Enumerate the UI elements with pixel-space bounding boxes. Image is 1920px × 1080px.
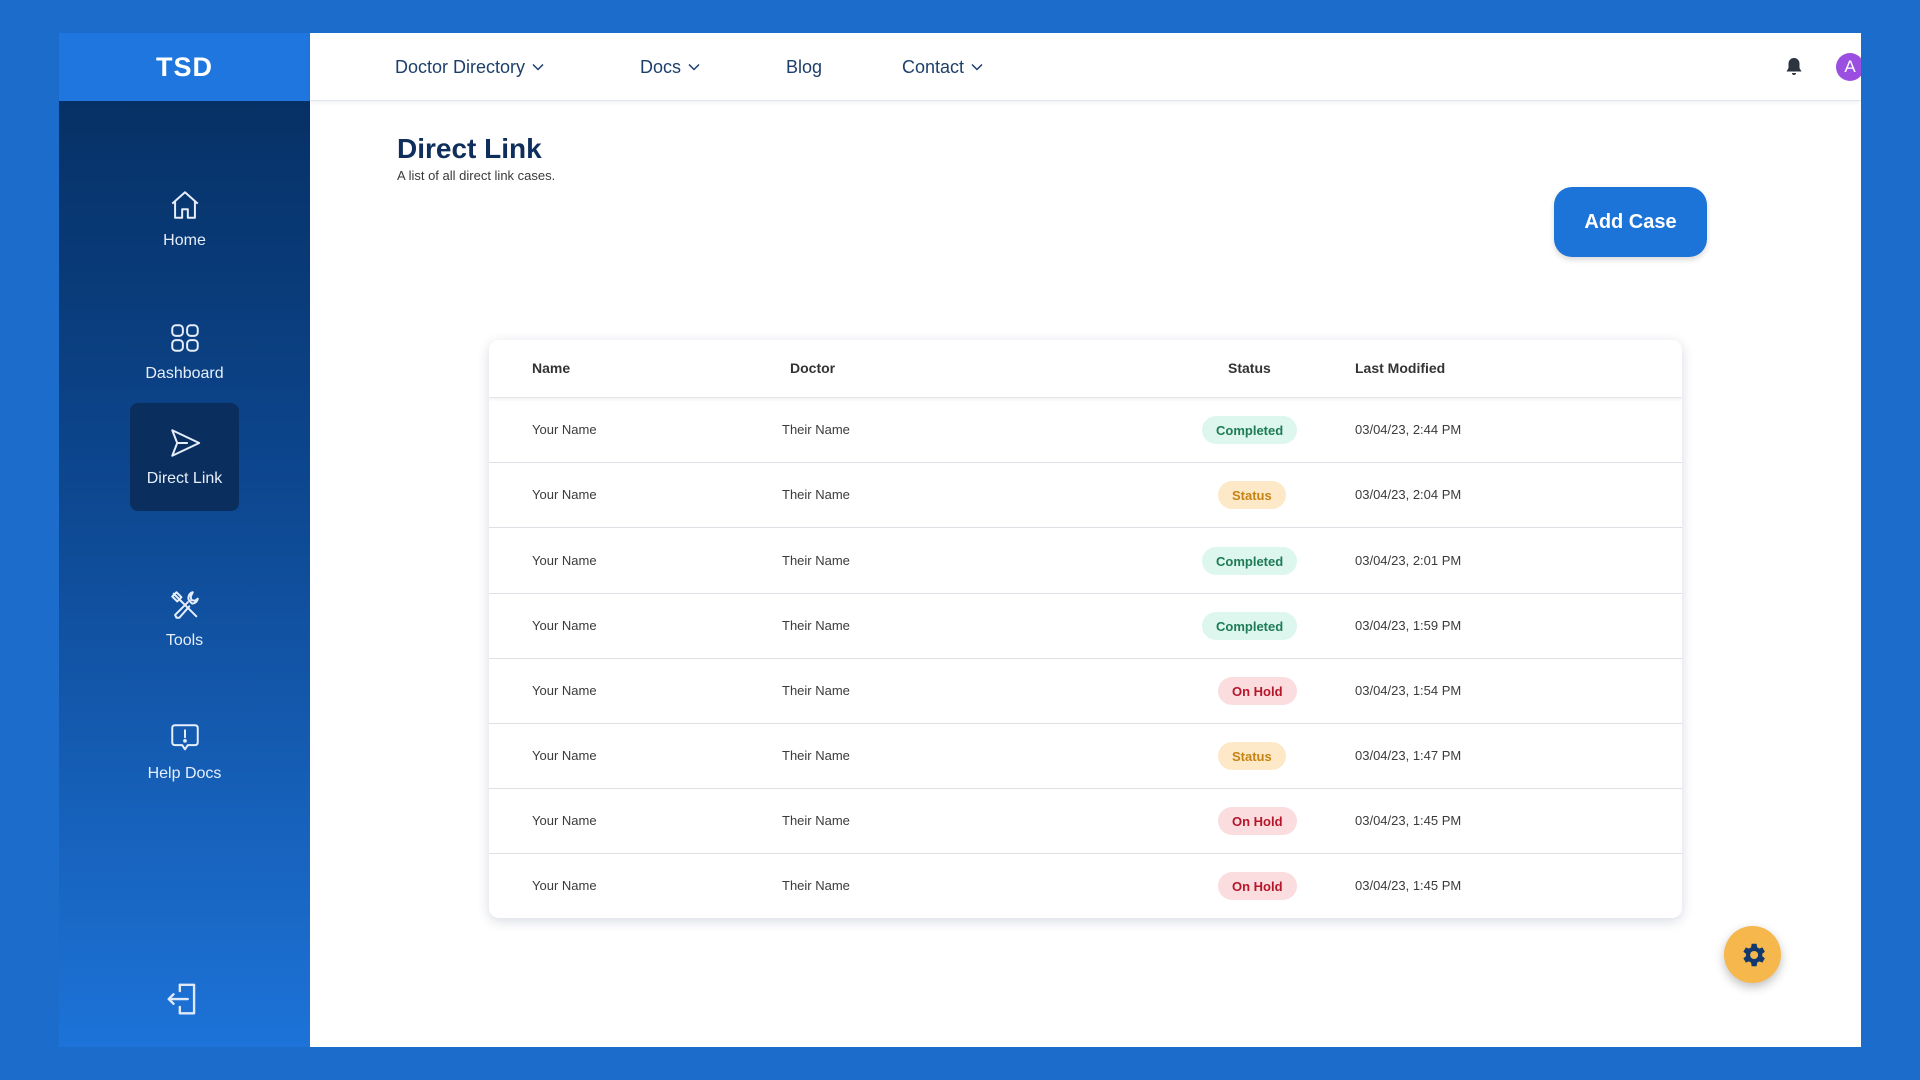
sidebar: TSD Home Dashboard Direct Link bbox=[59, 33, 310, 1047]
grid-icon bbox=[170, 324, 199, 352]
cell-doctor: Their Name bbox=[782, 813, 850, 828]
sidebar-item-direct-link[interactable]: Direct Link bbox=[130, 403, 239, 511]
cell-last-modified: 03/04/23, 1:45 PM bbox=[1355, 878, 1462, 893]
cell-last-modified: 03/04/23, 2:04 PM bbox=[1355, 487, 1462, 502]
avatar[interactable]: A bbox=[1836, 53, 1861, 81]
nav-doctor-directory[interactable]: Doctor Directory bbox=[395, 33, 544, 101]
sidebar-item-label: Dashboard bbox=[145, 365, 224, 382]
nav-contact[interactable]: Contact bbox=[902, 33, 983, 101]
cell-doctor: Their Name bbox=[782, 748, 850, 763]
table-row[interactable]: Your Name Their Name Completed 03/04/23, 2:… bbox=[489, 398, 1682, 463]
cell-name: Your Name bbox=[532, 422, 597, 437]
cell-doctor: Their Name bbox=[782, 553, 850, 568]
status-badge: Completed bbox=[1202, 416, 1298, 444]
top-navbar: Doctor Directory Docs Blog Contact A bbox=[310, 33, 1861, 101]
cell-name: Your Name bbox=[532, 618, 597, 633]
status-badge: Completed bbox=[1202, 547, 1298, 575]
cell-last-modified: 03/04/23, 1:59 PM bbox=[1355, 618, 1462, 633]
gear-icon bbox=[1742, 943, 1765, 966]
brand-logo[interactable]: TSD bbox=[59, 33, 310, 101]
sidebar-item-tools[interactable]: Tools bbox=[130, 565, 239, 673]
send-icon bbox=[170, 429, 200, 457]
nav-label: Contact bbox=[902, 56, 965, 77]
status-badge: On Hold bbox=[1218, 872, 1297, 900]
table-row[interactable]: Your Name Their Name On Hold 03/04/23, 1:54… bbox=[489, 659, 1682, 724]
nav-blog[interactable]: Blog bbox=[786, 33, 822, 101]
cell-doctor: Their Name bbox=[782, 487, 850, 502]
page-title: Direct Link bbox=[397, 133, 542, 164]
sidebar-item-label: Tools bbox=[165, 632, 204, 649]
nav-docs[interactable]: Docs bbox=[640, 33, 700, 101]
cases-table: Name Doctor Status Last Modified Your Na… bbox=[489, 340, 1682, 918]
cell-doctor: Their Name bbox=[782, 618, 850, 633]
cell-name: Your Name bbox=[532, 748, 597, 763]
cell-name: Your Name bbox=[532, 878, 597, 893]
chevron-down-icon bbox=[971, 63, 983, 71]
settings-button[interactable] bbox=[1724, 926, 1781, 983]
cell-last-modified: 03/04/23, 1:45 PM bbox=[1355, 813, 1462, 828]
cell-last-modified: 03/04/23, 1:47 PM bbox=[1355, 748, 1462, 763]
notification-bell-icon[interactable] bbox=[1782, 55, 1806, 79]
tools-icon bbox=[170, 591, 199, 619]
table-row[interactable]: Your Name Their Name Completed 03/04/23, 1:… bbox=[489, 594, 1682, 659]
nav-label: Blog bbox=[786, 56, 823, 77]
cell-last-modified: 03/04/23, 2:44 PM bbox=[1355, 422, 1462, 437]
cell-name: Your Name bbox=[532, 683, 597, 698]
table-row[interactable]: Your Name Their Name Status 03/04/23, 1:47 … bbox=[489, 724, 1682, 789]
sidebar-item-dashboard[interactable]: Dashboard bbox=[130, 298, 239, 406]
cell-doctor: Their Name bbox=[782, 683, 850, 698]
cell-doctor: Their Name bbox=[782, 878, 850, 893]
table-row[interactable]: Your Name Their Name Status 03/04/23, 2:04 … bbox=[489, 463, 1682, 528]
app-window: TSD Home Dashboard Direct Link bbox=[59, 33, 1861, 1047]
table-row[interactable]: Your Name Their Name Completed 03/04/23, 2:… bbox=[489, 529, 1682, 594]
table-row[interactable]: Your Name Their Name On Hold 03/04/23, 1:45… bbox=[489, 789, 1682, 854]
sidebar-item-label: Home bbox=[163, 232, 206, 249]
cell-name: Your Name bbox=[532, 813, 597, 828]
status-badge: On Hold bbox=[1218, 807, 1297, 835]
status-badge: On Hold bbox=[1218, 677, 1297, 705]
logout-icon[interactable] bbox=[164, 980, 202, 1018]
column-header-doctor[interactable]: Doctor bbox=[790, 360, 836, 376]
status-badge: Status bbox=[1218, 742, 1286, 770]
nav-label: Doctor Directory bbox=[395, 56, 526, 77]
nav-label: Docs bbox=[640, 56, 682, 77]
column-header-name[interactable]: Name bbox=[532, 360, 571, 376]
home-icon bbox=[171, 191, 198, 219]
sidebar-item-label: Help Docs bbox=[147, 765, 222, 782]
cell-last-modified: 03/04/23, 2:01 PM bbox=[1355, 553, 1462, 568]
column-header-last-modified[interactable]: Last Modified bbox=[1355, 360, 1446, 376]
column-header-status[interactable]: Status bbox=[1228, 360, 1271, 376]
cell-name: Your Name bbox=[532, 487, 597, 502]
table-header: Name Doctor Status Last Modified bbox=[489, 340, 1682, 398]
status-badge: Completed bbox=[1202, 612, 1298, 640]
page-subtitle: A list of all direct link cases. bbox=[397, 168, 556, 183]
avatar-initial: A bbox=[1844, 57, 1856, 76]
sidebar-item-help-docs[interactable]: Help Docs bbox=[130, 698, 239, 806]
cell-name: Your Name bbox=[532, 553, 597, 568]
chevron-down-icon bbox=[688, 63, 700, 71]
status-badge: Status bbox=[1218, 481, 1286, 509]
table-row[interactable]: Your Name Their Name On Hold 03/04/23, 1:45… bbox=[489, 854, 1682, 918]
add-case-button[interactable]: Add Case bbox=[1554, 187, 1707, 257]
help-icon bbox=[170, 724, 199, 751]
sidebar-item-label: Direct Link bbox=[146, 470, 223, 487]
sidebar-item-home[interactable]: Home bbox=[130, 165, 239, 273]
cell-last-modified: 03/04/23, 1:54 PM bbox=[1355, 683, 1462, 698]
chevron-down-icon bbox=[532, 63, 544, 71]
cell-doctor: Their Name bbox=[782, 422, 850, 437]
